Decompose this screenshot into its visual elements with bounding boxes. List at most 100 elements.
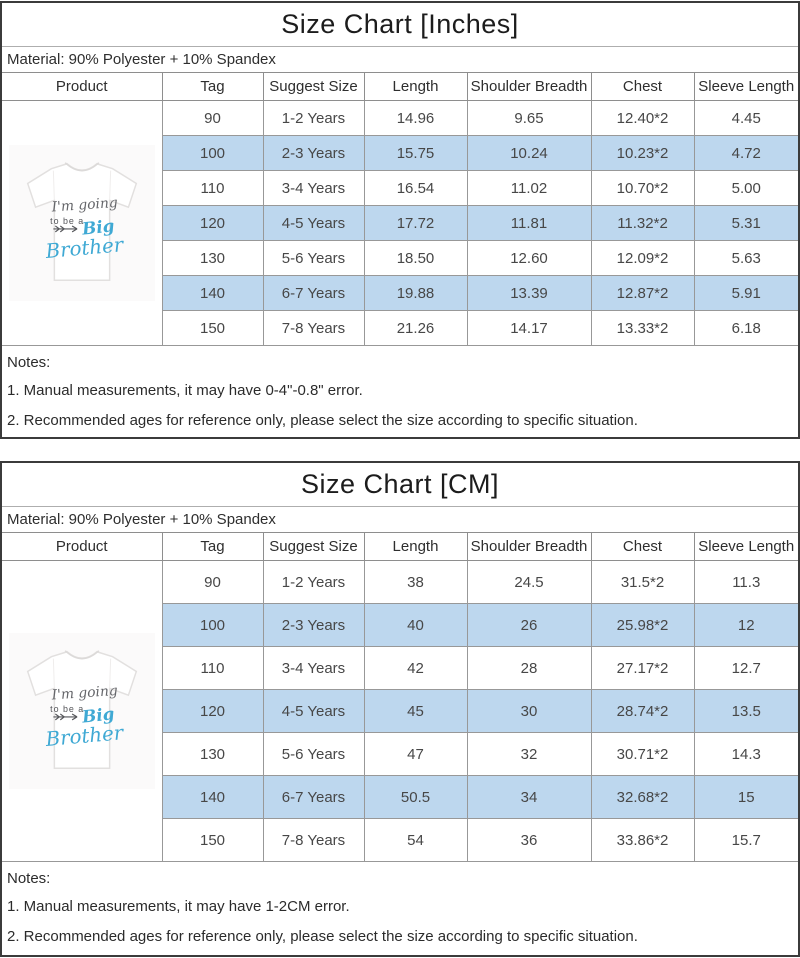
notes-section: Notes: 1. Manual measurements, it may ha… <box>2 862 798 948</box>
cell-suggest: 4-5 Years <box>262 689 365 733</box>
table-row: 110 3-4 Years 42 28 27.17*2 12.7 <box>2 646 798 690</box>
shirt-text-line2: to be a <box>50 216 84 226</box>
table-row: 130 5-6 Years 47 32 30.71*2 14.3 <box>2 732 798 776</box>
chart-title: Size Chart [CM] <box>2 463 798 507</box>
cell-tag: 130 <box>161 732 264 776</box>
cell-tag: 110 <box>161 170 264 206</box>
cell-suggest: 3-4 Years <box>262 170 365 206</box>
cell-tag: 90 <box>161 100 264 136</box>
cell-chest: 12.09*2 <box>590 240 695 276</box>
shirt-text-line1: I'm going <box>50 195 118 216</box>
cell-shoulder: 11.02 <box>466 170 592 206</box>
cell-shoulder: 12.60 <box>466 240 592 276</box>
material-row: Material: 90% Polyester + 10% Spandex <box>2 507 798 533</box>
cell-sleeve: 13.5 <box>693 689 798 733</box>
cell-length: 14.96 <box>363 100 468 136</box>
cell-tag: 140 <box>161 275 264 311</box>
cell-tag: 100 <box>161 135 264 171</box>
table-row: 100 2-3 Years 40 26 25.98*2 12 <box>2 603 798 647</box>
cell-sleeve: 5.31 <box>693 205 798 241</box>
col-shoulder-breadth: Shoulder Breadth <box>466 73 592 101</box>
chart-title: Size Chart [Inches] <box>2 3 798 47</box>
shirt-text-line3: Big <box>80 703 115 726</box>
cell-length: 42 <box>363 646 468 690</box>
col-sleeve-length: Sleeve Length <box>693 73 798 101</box>
col-length: Length <box>363 533 468 561</box>
cell-chest: 12.87*2 <box>590 275 695 311</box>
tshirt-print: I'm going to be a Big Brother <box>43 683 125 751</box>
cell-sleeve: 5.91 <box>693 275 798 311</box>
cell-length: 18.50 <box>363 240 468 276</box>
cell-sleeve: 15 <box>693 775 798 819</box>
cell-length: 47 <box>363 732 468 776</box>
note-item: 2. Recommended ages for reference only, … <box>7 928 638 945</box>
cell-shoulder: 11.81 <box>466 205 592 241</box>
table-row: I'm going to be a Big Brother 90 1-2 Year… <box>2 100 798 346</box>
product-tshirt-image: I'm going to be a Big Brother <box>8 632 155 790</box>
cell-shoulder: 24.5 <box>466 560 592 604</box>
header-row: Product Tag Suggest Size Length Shoulder… <box>2 73 798 101</box>
cell-length: 50.5 <box>363 775 468 819</box>
cell-suggest: 5-6 Years <box>262 240 365 276</box>
table-row: 140 6-7 Years 50.5 34 32.68*2 15 <box>2 775 798 819</box>
cell-length: 15.75 <box>363 135 468 171</box>
cell-length: 21.26 <box>363 310 468 346</box>
shirt-text-line3: Big <box>80 215 115 238</box>
cell-sleeve: 4.72 <box>693 135 798 171</box>
col-suggest-size: Suggest Size <box>262 73 365 101</box>
cell-sleeve: 15.7 <box>693 818 798 862</box>
table-header: Product Tag Suggest Size Length Shoulder… <box>2 73 798 101</box>
cell-suggest: 7-8 Years <box>262 818 365 862</box>
notes-label: Notes: <box>7 354 51 371</box>
cell-tag: 120 <box>161 689 264 733</box>
cell-shoulder: 32 <box>466 732 592 776</box>
cell-shoulder: 9.65 <box>466 100 592 136</box>
cell-tag: 150 <box>161 310 264 346</box>
cell-sleeve: 14.3 <box>693 732 798 776</box>
material-row: Material: 90% Polyester + 10% Spandex <box>2 47 798 73</box>
cell-tag: 130 <box>161 240 264 276</box>
cell-chest: 10.70*2 <box>590 170 695 206</box>
table-row: 150 7-8 Years 54 36 33.86*2 15.7 <box>2 818 798 862</box>
cell-suggest: 7-8 Years <box>262 310 365 346</box>
cell-suggest: 6-7 Years <box>262 275 365 311</box>
col-product: Product <box>2 73 163 101</box>
cell-suggest: 2-3 Years <box>262 603 365 647</box>
cell-length: 45 <box>363 689 468 733</box>
col-sleeve-length: Sleeve Length <box>693 533 798 561</box>
cell-chest: 30.71*2 <box>590 732 695 776</box>
product-image-cell: I'm going to be a Big Brother <box>2 100 163 346</box>
tshirt-shape <box>26 650 137 770</box>
table-body: I'm going to be a Big Brother 90 1-2 Year… <box>2 100 798 346</box>
cell-sleeve: 4.45 <box>693 100 798 136</box>
cell-length: 40 <box>363 603 468 647</box>
table-body: I'm going to be a Big Brother 90 1-2 Year… <box>2 560 798 862</box>
cell-shoulder: 13.39 <box>466 275 592 311</box>
cell-sleeve: 12.7 <box>693 646 798 690</box>
cell-chest: 28.74*2 <box>590 689 695 733</box>
cell-length: 38 <box>363 560 468 604</box>
table-row: 100 2-3 Years 15.75 10.24 10.23*2 4.72 <box>2 135 798 171</box>
cell-suggest: 2-3 Years <box>262 135 365 171</box>
table-row: 150 7-8 Years 21.26 14.17 13.33*2 6.18 <box>2 310 798 346</box>
notes-section: Notes: 1. Manual measurements, it may ha… <box>2 346 798 432</box>
table-row: 130 5-6 Years 18.50 12.60 12.09*2 5.63 <box>2 240 798 276</box>
cell-tag: 120 <box>161 205 264 241</box>
cell-tag: 100 <box>161 603 264 647</box>
product-image-cell: I'm going to be a Big Brother <box>2 560 163 862</box>
col-tag: Tag <box>161 533 264 561</box>
cell-suggest: 1-2 Years <box>262 560 365 604</box>
cell-chest: 13.33*2 <box>590 310 695 346</box>
cell-tag: 90 <box>161 560 264 604</box>
cell-shoulder: 28 <box>466 646 592 690</box>
cell-shoulder: 36 <box>466 818 592 862</box>
cell-shoulder: 34 <box>466 775 592 819</box>
tshirt-shape <box>26 162 137 282</box>
cell-length: 54 <box>363 818 468 862</box>
header-row: Product Tag Suggest Size Length Shoulder… <box>2 533 798 561</box>
note-item: 1. Manual measurements, it may have 1-2C… <box>7 898 350 915</box>
cell-sleeve: 5.00 <box>693 170 798 206</box>
cell-shoulder: 26 <box>466 603 592 647</box>
cell-chest: 25.98*2 <box>590 603 695 647</box>
product-tshirt-image: I'm going to be a Big Brother <box>8 144 155 302</box>
